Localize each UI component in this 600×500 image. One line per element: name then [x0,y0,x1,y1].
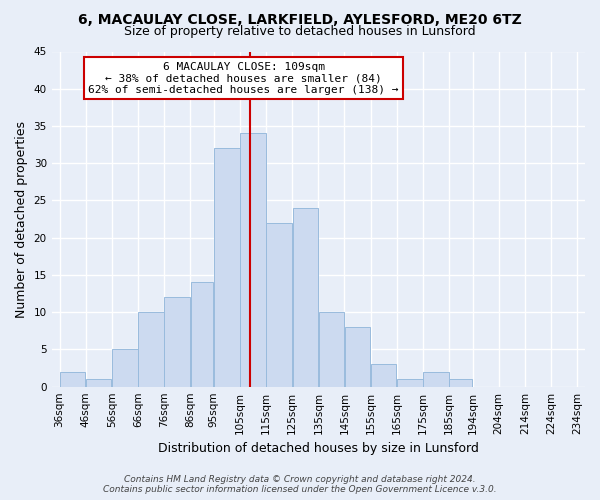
X-axis label: Distribution of detached houses by size in Lunsford: Distribution of detached houses by size … [158,442,479,455]
Bar [164,298,190,386]
Y-axis label: Number of detached properties: Number of detached properties [15,120,28,318]
Bar [345,327,370,386]
Bar [371,364,397,386]
Bar [240,134,266,386]
Text: 6, MACAULAY CLOSE, LARKFIELD, AYLESFORD, ME20 6TZ: 6, MACAULAY CLOSE, LARKFIELD, AYLESFORD,… [78,12,522,26]
Text: Contains HM Land Registry data © Crown copyright and database right 2024.
Contai: Contains HM Land Registry data © Crown c… [103,474,497,494]
Bar [319,312,344,386]
Bar [266,223,292,386]
Bar [86,379,112,386]
Text: Size of property relative to detached houses in Lunsford: Size of property relative to detached ho… [124,25,476,38]
Bar [449,379,472,386]
Bar [214,148,239,386]
Bar [112,350,137,387]
Bar [139,312,164,386]
Bar [293,208,318,386]
Bar [191,282,214,387]
Bar [424,372,449,386]
Bar [397,379,422,386]
Bar [60,372,85,386]
Text: 6 MACAULAY CLOSE: 109sqm
← 38% of detached houses are smaller (84)
62% of semi-d: 6 MACAULAY CLOSE: 109sqm ← 38% of detach… [88,62,399,95]
